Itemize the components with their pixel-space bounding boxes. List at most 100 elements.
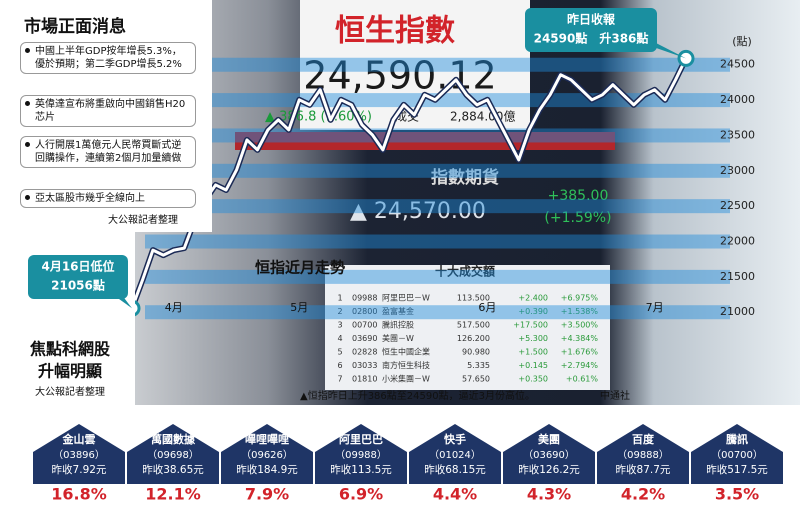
grid-band bbox=[145, 128, 730, 143]
table-cell: +2.794% bbox=[561, 361, 599, 370]
table-cell: +0.61% bbox=[566, 375, 599, 384]
stock-name: 快手 bbox=[443, 432, 466, 446]
grid-band bbox=[145, 163, 730, 178]
section-title: 升幅明顯 bbox=[38, 362, 102, 381]
stock-arrow bbox=[503, 424, 595, 484]
y-tick-label: 24500 bbox=[720, 58, 755, 71]
table-cell: 90.980 bbox=[462, 348, 490, 357]
table-cell: 5.335 bbox=[467, 361, 490, 370]
stock-name: 嗶哩嗶哩 bbox=[245, 433, 289, 446]
futures-title: 指數期貨 bbox=[431, 167, 499, 188]
chart-title: 恒指近月走勢 bbox=[255, 259, 345, 277]
stock-code: （01024） bbox=[429, 449, 481, 461]
grid-band bbox=[145, 234, 730, 249]
annotation-text: 24590點 升386點 bbox=[534, 31, 649, 46]
stock-code: （09888） bbox=[617, 449, 669, 461]
end-point bbox=[677, 49, 695, 67]
y-tick-label: 23000 bbox=[720, 164, 755, 177]
news-item: 中國上半年GDP按年增長5.3%，優於預期；第二季GDP增長5.2% bbox=[20, 42, 196, 74]
futures-value: ▲ 24,570.00 bbox=[350, 199, 486, 224]
table-cell: 6 bbox=[337, 361, 342, 370]
annotation-box bbox=[28, 255, 128, 299]
table-cell: 阿里巴巴－W bbox=[382, 294, 430, 303]
y-tick-label: 21500 bbox=[720, 270, 755, 283]
stock-pct: 16.8% bbox=[51, 485, 107, 504]
stock-arrow bbox=[315, 424, 407, 484]
table-cell: 3 bbox=[337, 321, 342, 330]
table-cell: 57.650 bbox=[462, 375, 490, 384]
stock-code: （09988） bbox=[335, 449, 387, 461]
futures-change: +385.00 bbox=[548, 188, 609, 204]
y-tick-label: 22000 bbox=[720, 235, 755, 248]
table-cell: +0.390 bbox=[518, 307, 548, 316]
table-cell: 5 bbox=[337, 348, 342, 357]
table-cell: 盈富基金 bbox=[382, 306, 414, 316]
table-cell: +1.538% bbox=[561, 307, 599, 316]
table-cell: +4.384% bbox=[561, 334, 599, 343]
stock-close: 昨收113.5元 bbox=[330, 463, 392, 476]
stock-pct: 4.3% bbox=[527, 485, 571, 504]
grid-band bbox=[145, 305, 730, 320]
news-source: 大公報記者整理 bbox=[108, 215, 178, 226]
stock-arrow bbox=[221, 424, 313, 484]
table-panel bbox=[325, 265, 610, 390]
y-tick-label: 21000 bbox=[720, 305, 755, 318]
news-panel: 市場正面消息 中國上半年GDP按年增長5.3%，優於預期；第二季GDP增長5.2… bbox=[0, 0, 212, 232]
table-cell: +6.975% bbox=[561, 294, 599, 303]
stock-code: （03690） bbox=[523, 449, 575, 461]
table-cell: 01810 bbox=[352, 375, 377, 384]
news-title: 市場正面消息 bbox=[24, 17, 126, 37]
x-tick-label: 6月 bbox=[478, 301, 496, 314]
screen-turnover: 2,884.00億 bbox=[450, 110, 515, 124]
stock-arrow bbox=[409, 424, 501, 484]
section-title: 焦點科網股 bbox=[29, 340, 111, 359]
table-cell: 4 bbox=[337, 334, 342, 343]
x-tick-label: 7月 bbox=[646, 301, 664, 314]
table-cell: +1.676% bbox=[561, 348, 599, 357]
table-cell: 113.500 bbox=[457, 294, 490, 303]
annotation-box bbox=[525, 8, 657, 52]
stock-close: 昨收7.92元 bbox=[52, 463, 107, 476]
stock-arrow bbox=[127, 424, 219, 484]
stock-pct: 6.9% bbox=[339, 485, 383, 504]
stock-name: 美團 bbox=[538, 432, 560, 446]
stock-name: 金山雲 bbox=[62, 432, 96, 446]
y-unit: (點) bbox=[732, 35, 752, 48]
stock-pct: 3.5% bbox=[715, 485, 759, 504]
stock-arrow bbox=[597, 424, 689, 484]
stock-close: 昨收517.5元 bbox=[706, 463, 768, 476]
stock-close: 昨收126.2元 bbox=[518, 463, 580, 476]
stock-pct: 4.4% bbox=[433, 485, 477, 504]
stock-arrow bbox=[691, 424, 783, 484]
table-cell: +1.500 bbox=[518, 348, 548, 357]
table-cell: +2.400 bbox=[518, 294, 548, 303]
table-cell: 南方恒生科技 bbox=[382, 360, 430, 370]
table-cell: 00700 bbox=[352, 321, 377, 330]
news-item: 英偉達宣布將重啟向中國銷售H20芯片 bbox=[20, 95, 196, 127]
stock-close: 昨收87.7元 bbox=[616, 463, 671, 476]
stock-pct: 12.1% bbox=[145, 485, 201, 504]
table-cell: 03690 bbox=[352, 334, 377, 343]
stock-close: 昨收38.65元 bbox=[142, 463, 204, 476]
table-title: 十大成交額 bbox=[435, 264, 495, 279]
y-tick-label: 24000 bbox=[720, 93, 755, 106]
stock-pct: 4.2% bbox=[621, 485, 665, 504]
table-cell: +17.500 bbox=[513, 321, 548, 330]
news-item: 亞太區股市幾乎全線向上 bbox=[20, 189, 196, 208]
screen-bar bbox=[235, 132, 615, 150]
screen-title: 恒生指數 bbox=[335, 14, 455, 49]
stock-name: 萬國數據 bbox=[151, 432, 196, 446]
stock-name: 阿里巴巴 bbox=[339, 432, 383, 446]
table-cell: 09988 bbox=[352, 294, 377, 303]
table-cell: 7 bbox=[337, 375, 342, 384]
table-cell: 恒生中國企業 bbox=[382, 347, 430, 357]
table-cell: 126.200 bbox=[457, 334, 490, 343]
stock-name: 百度 bbox=[632, 432, 655, 446]
stock-code: （00700） bbox=[711, 449, 763, 461]
table-cell: +0.145 bbox=[518, 361, 548, 370]
stock-code: （03896） bbox=[53, 449, 105, 461]
grid-band bbox=[145, 199, 730, 214]
line bbox=[130, 57, 688, 309]
